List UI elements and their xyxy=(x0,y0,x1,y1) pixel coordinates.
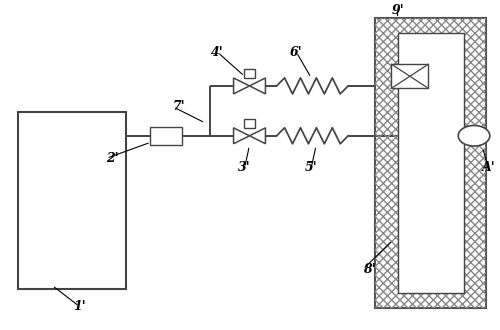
Text: 3': 3' xyxy=(238,161,251,175)
Text: A': A' xyxy=(482,161,496,175)
Bar xyxy=(376,18,486,308)
Circle shape xyxy=(458,125,490,146)
Text: 7': 7' xyxy=(173,100,186,113)
Text: 1': 1' xyxy=(73,300,86,313)
Bar xyxy=(150,127,182,145)
Polygon shape xyxy=(250,78,266,94)
Polygon shape xyxy=(234,128,250,144)
Text: 4': 4' xyxy=(211,46,224,59)
Polygon shape xyxy=(250,128,266,144)
Bar xyxy=(392,64,428,88)
Bar xyxy=(398,33,464,293)
Text: 9': 9' xyxy=(391,4,404,17)
Text: 6': 6' xyxy=(290,46,302,59)
Text: 8': 8' xyxy=(363,263,376,276)
Bar xyxy=(244,119,255,128)
Bar xyxy=(18,112,126,289)
Polygon shape xyxy=(234,78,250,94)
Text: 5': 5' xyxy=(305,161,318,175)
Bar xyxy=(376,18,486,308)
Bar xyxy=(244,69,255,78)
Text: 2': 2' xyxy=(106,152,119,165)
